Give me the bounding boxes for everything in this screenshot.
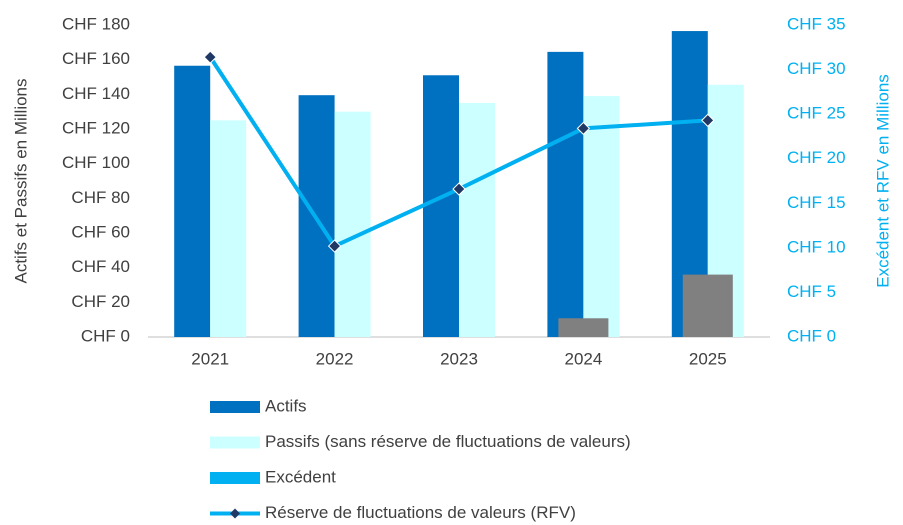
y2-tick-label: CHF 5 <box>787 282 836 301</box>
bar <box>583 96 620 337</box>
bar <box>558 318 609 337</box>
legend-swatch <box>210 472 260 484</box>
legend-swatch <box>210 401 260 413</box>
marker <box>452 182 466 196</box>
x-tick-label: 2025 <box>689 349 727 368</box>
legend-label: Excédent <box>265 467 336 486</box>
y-tick-label: CHF 140 <box>62 84 130 103</box>
y-tick-label: CHF 0 <box>81 326 130 345</box>
bar <box>423 75 459 338</box>
legend-label: Actifs <box>265 396 307 415</box>
marker <box>327 239 342 253</box>
y-tick-label: CHF 20 <box>71 292 130 311</box>
bar <box>547 51 584 337</box>
bar <box>334 111 371 338</box>
x-tick-label: 2023 <box>440 349 478 368</box>
legend-label: Réserve de fluctuations de valeurs (RFV) <box>265 503 576 522</box>
y2-tick-label: CHF 0 <box>787 326 836 345</box>
y-axis-label: Actifs et Passifs en Millions <box>11 78 30 283</box>
x-tick-label: 2024 <box>564 349 602 368</box>
marker <box>203 50 217 64</box>
x-tick-label: 2021 <box>191 349 229 368</box>
y2-tick-label: CHF 10 <box>787 237 846 256</box>
y-tick-label: CHF 160 <box>62 49 130 68</box>
legend-marker <box>230 508 240 519</box>
bar <box>682 274 733 337</box>
y2-tick-label: CHF 30 <box>787 59 846 78</box>
y2-tick-label: CHF 35 <box>787 14 846 33</box>
legend-label: Passifs (sans réserve de fluctuations de… <box>265 432 631 451</box>
y2-tick-label: CHF 20 <box>787 148 846 167</box>
y-tick-label: CHF 80 <box>71 188 130 207</box>
y-tick-label: CHF 120 <box>62 118 130 137</box>
y2-tick-label: CHF 15 <box>787 193 846 212</box>
y2-tick-label: CHF 25 <box>787 104 846 123</box>
y-tick-label: CHF 100 <box>62 153 130 172</box>
y-tick-label: CHF 180 <box>62 14 130 33</box>
legend-swatch <box>210 436 260 449</box>
bar <box>459 103 495 337</box>
marker <box>701 113 715 128</box>
bar <box>210 120 247 337</box>
y2-axis-label: Excédent et RFV en Millions <box>873 74 892 288</box>
y-tick-label: CHF 60 <box>71 222 130 241</box>
bar <box>174 65 211 337</box>
x-tick-label: 2022 <box>316 349 354 368</box>
marker <box>576 121 591 136</box>
y-tick-label: CHF 40 <box>71 257 130 276</box>
